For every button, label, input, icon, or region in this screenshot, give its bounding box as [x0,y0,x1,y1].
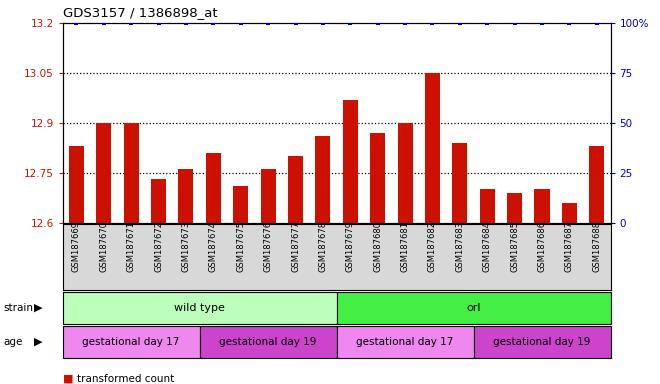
Text: orl: orl [467,303,480,313]
Bar [96,123,112,223]
Text: GDS3157 / 1386898_at: GDS3157 / 1386898_at [63,6,217,19]
Text: ▶: ▶ [34,337,42,347]
Bar [397,123,412,223]
Bar [343,99,358,223]
Bar [315,136,331,223]
Bar [425,73,440,223]
Text: age: age [3,337,22,347]
Text: strain: strain [3,303,33,313]
Bar [123,123,139,223]
Text: gestational day 17: gestational day 17 [356,337,454,347]
Bar [370,133,385,223]
Bar [206,153,221,223]
Text: gestational day 19: gestational day 19 [219,337,317,347]
Bar [178,169,193,223]
Text: wild type: wild type [174,303,225,313]
Bar [233,186,248,223]
Bar [69,146,84,223]
Bar [480,189,495,223]
Text: ▶: ▶ [34,303,42,313]
Bar [288,156,303,223]
Text: ■: ■ [63,374,73,384]
Text: transformed count: transformed count [77,374,174,384]
Bar [589,146,605,223]
Text: gestational day 19: gestational day 19 [493,337,591,347]
Text: gestational day 17: gestational day 17 [82,337,180,347]
Bar [507,193,522,223]
Bar [535,189,550,223]
Bar [562,203,577,223]
Bar [151,179,166,223]
Bar [261,169,276,223]
Bar [452,143,467,223]
